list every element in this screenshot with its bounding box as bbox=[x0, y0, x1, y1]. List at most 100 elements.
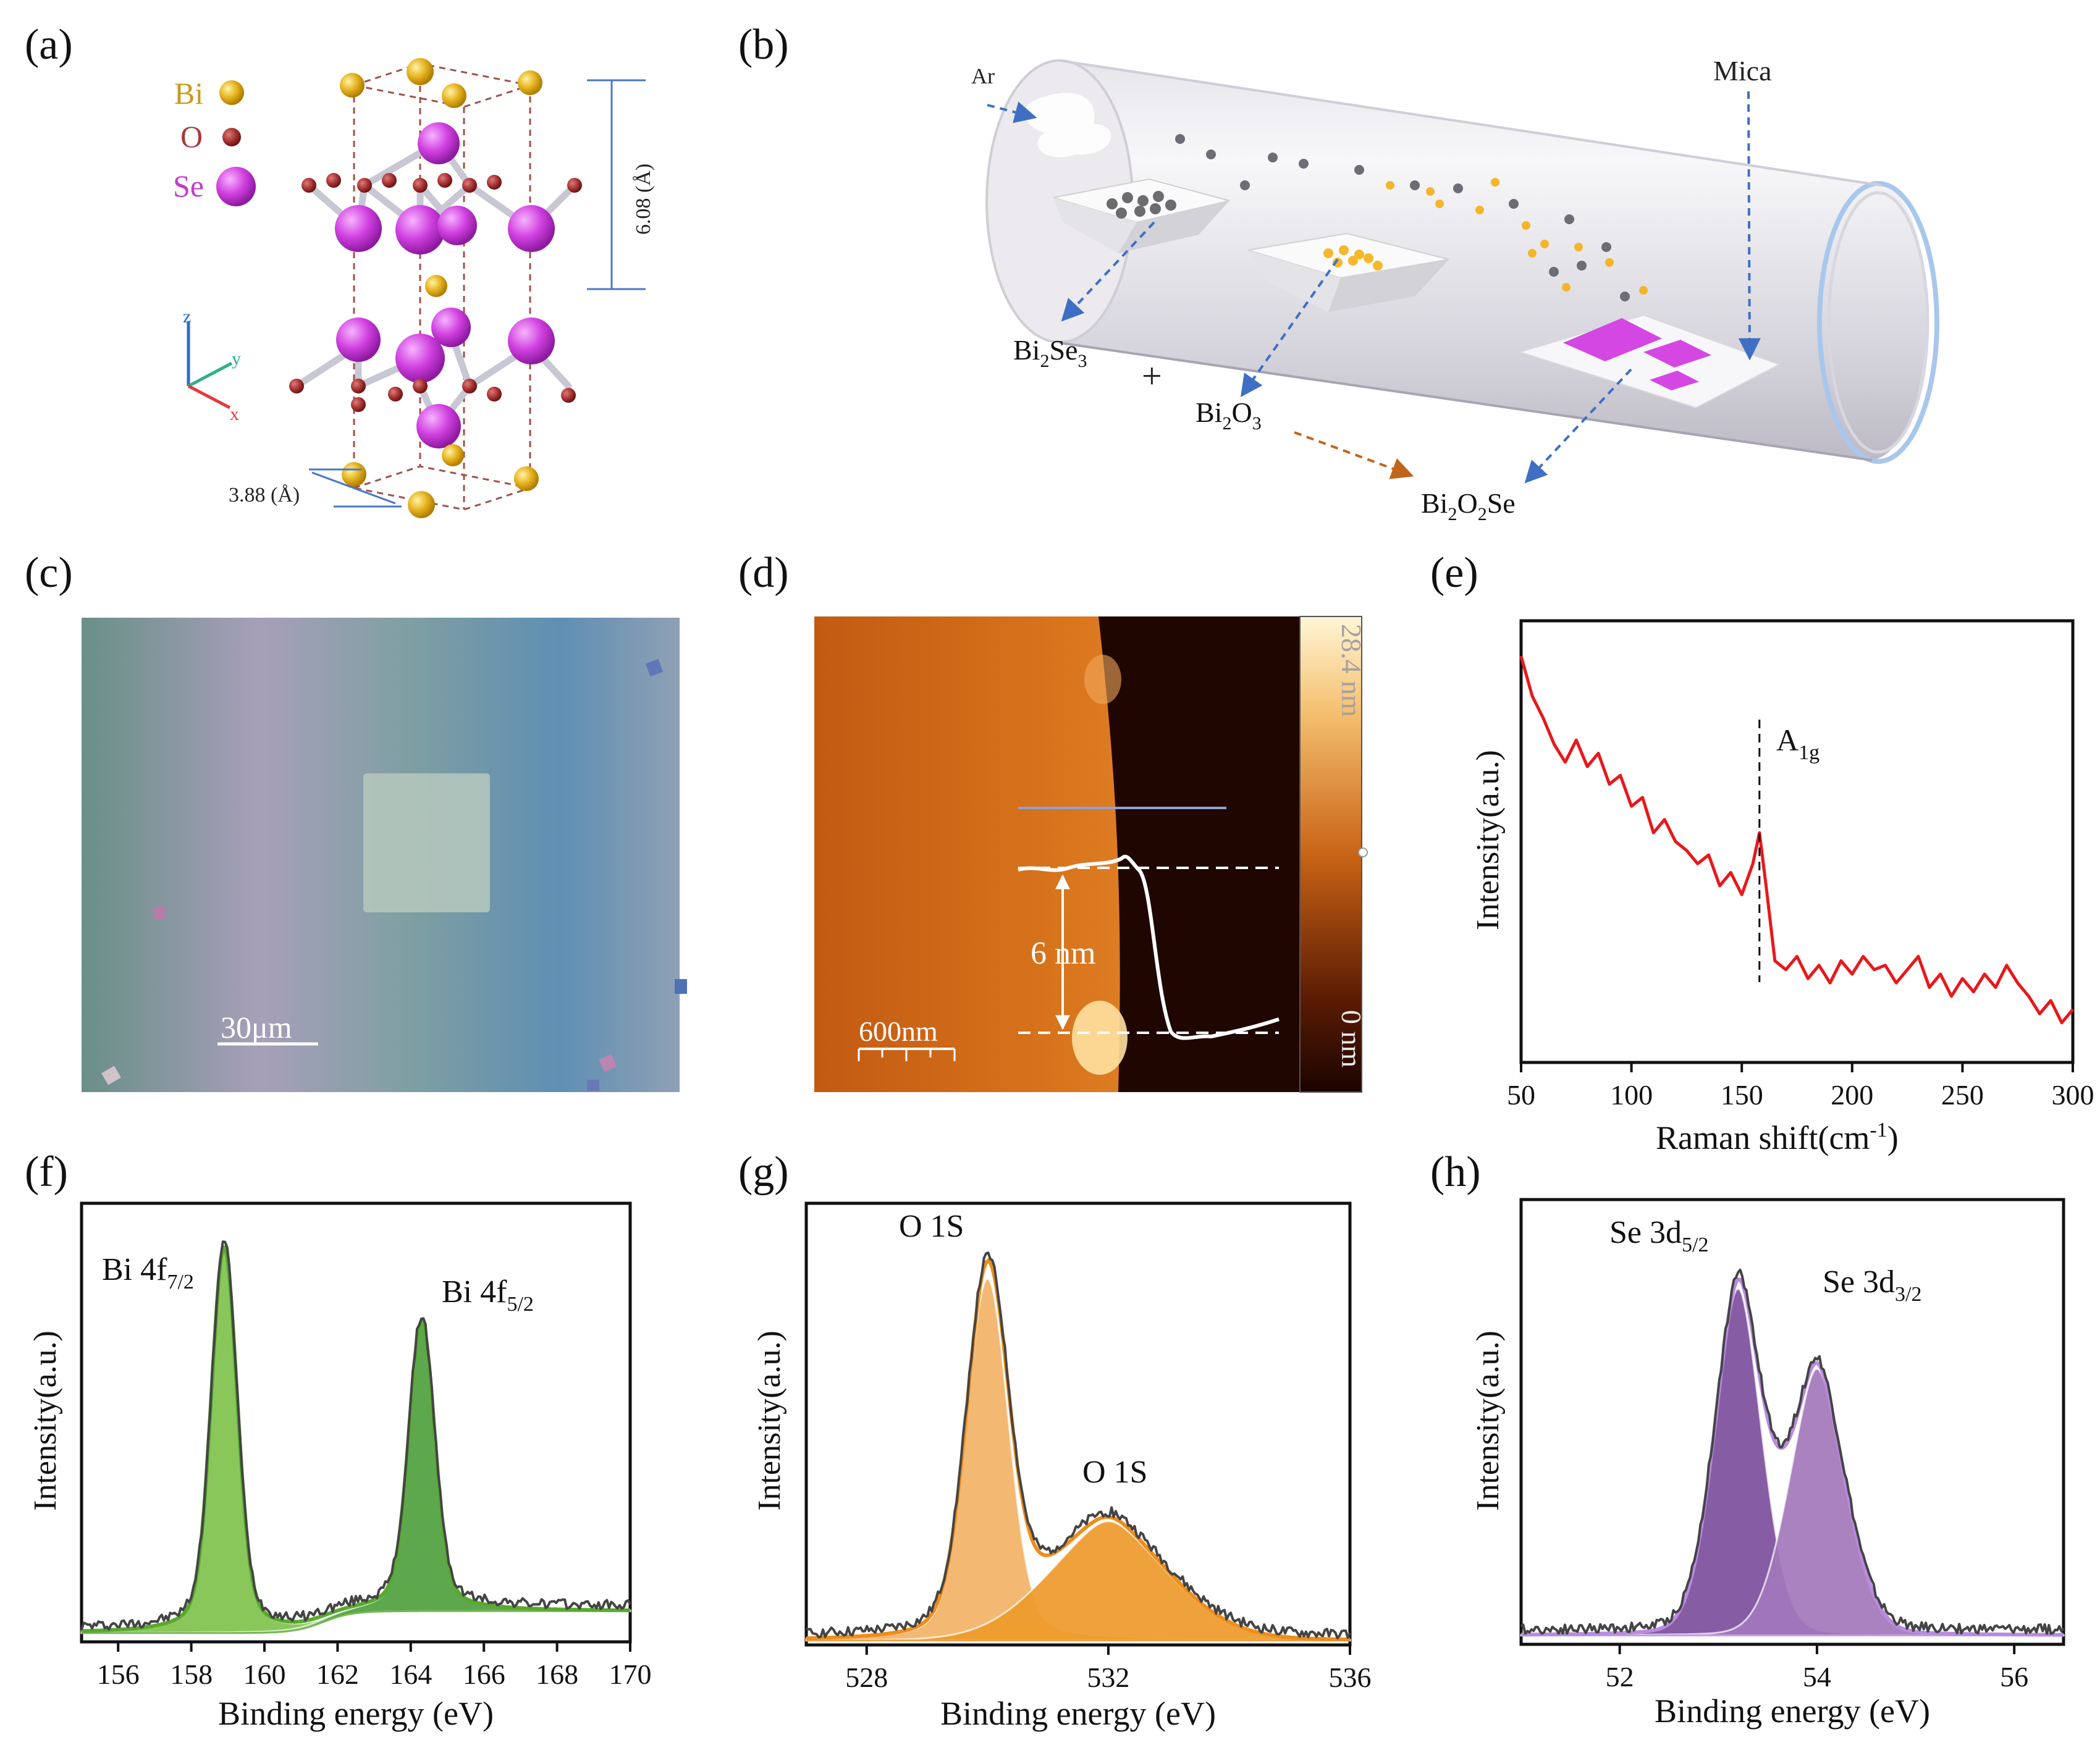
x-tick-label: 200 bbox=[1831, 1079, 1873, 1111]
chart-f-ylabel: Intensity(a.u.) bbox=[28, 1331, 63, 1511]
chart-f-frame bbox=[80, 1201, 632, 1644]
mica-label: Mica bbox=[1713, 55, 1772, 86]
peak-label-a1g: A1g bbox=[1776, 723, 1820, 764]
precursor-bi2se3-label: Bi2Se3 bbox=[1013, 334, 1087, 371]
x-tick-label: 100 bbox=[1610, 1079, 1653, 1111]
bi2o2se-flake-2 bbox=[1643, 340, 1711, 368]
chart-g-xlabel: Binding energy (eV) bbox=[940, 1695, 1216, 1732]
chart-f-xlabel: Binding energy (eV) bbox=[218, 1695, 494, 1732]
fit-peak-2 bbox=[80, 1320, 631, 1634]
x-tick-label: 156 bbox=[97, 1659, 140, 1690]
scale-label-c: 30μm bbox=[221, 1010, 292, 1045]
x-axis-label: x bbox=[230, 404, 239, 424]
fit-envelope bbox=[81, 1244, 630, 1633]
scale-label-d: 600nm bbox=[859, 1015, 938, 1047]
legend-o-sphere bbox=[222, 128, 241, 146]
quartz-tube bbox=[985, 59, 1939, 464]
y-axis-arrow bbox=[187, 361, 233, 388]
x-tick-label: 162 bbox=[316, 1659, 359, 1690]
panel-a-letter: (a) bbox=[25, 21, 73, 69]
crystal-flake bbox=[363, 773, 490, 912]
panel-f: (f) 156 158 160 162 164 166 168 170 Intensity(a… bbox=[25, 1148, 652, 1732]
chart-h-ylabel: Intensity(a.u.) bbox=[1470, 1331, 1506, 1511]
x-tick-label: 50 bbox=[1507, 1079, 1535, 1111]
argon-label: Ar bbox=[971, 64, 995, 88]
z-axis-label: z bbox=[183, 306, 191, 327]
precursor-bi2o3-label: Bi2O3 bbox=[1195, 397, 1262, 434]
x-tick-label: 54 bbox=[1803, 1661, 1831, 1692]
axis-triad: z y x bbox=[183, 306, 241, 424]
peak-label-se3d32: Se 3d3/2 bbox=[1823, 1264, 1921, 1306]
x-tick-label: 168 bbox=[536, 1659, 578, 1690]
peak-label-bi4f72: Bi 4f7/2 bbox=[102, 1252, 194, 1293]
panel-h-letter: (h) bbox=[1430, 1148, 1481, 1196]
dimension-c bbox=[587, 79, 646, 290]
afm-height-profile bbox=[1018, 854, 1280, 1040]
x-tick-label: 532 bbox=[1087, 1662, 1129, 1693]
panel-e-letter: (e) bbox=[1430, 549, 1478, 597]
raw-xps-line bbox=[806, 1251, 1351, 1639]
chart-h-frame bbox=[1519, 1198, 2065, 1646]
chart-g-ylabel: Intensity(a.u.) bbox=[752, 1331, 787, 1511]
afm-substrate-region bbox=[1098, 616, 1301, 1092]
boat-bi2se3 bbox=[1053, 178, 1230, 253]
panel-c-letter: (c) bbox=[25, 549, 73, 597]
panel-b: (b) bbox=[738, 21, 1939, 524]
peak-label-o1s-2: O 1S bbox=[1082, 1455, 1147, 1490]
legend-o-label: O bbox=[180, 119, 203, 154]
panel-b-letter: (b) bbox=[738, 21, 789, 69]
chart-g-plot: 528 532 536 bbox=[805, 1251, 1372, 1693]
fit-envelope bbox=[806, 1258, 1351, 1642]
x-tick-label: 164 bbox=[389, 1659, 432, 1690]
vapor-particles bbox=[1175, 134, 1648, 301]
panel-h: (h) 52 54 56 Intensity(a.u.) Binding energ… bbox=[1430, 1148, 2065, 1730]
afm-colorbar bbox=[1299, 616, 1362, 1093]
chart-h-xlabel: Binding energy (eV) bbox=[1655, 1692, 1930, 1730]
product-bi2o2se-label: Bi2O2Se bbox=[1421, 487, 1516, 524]
panel-g-letter: (g) bbox=[738, 1148, 789, 1196]
panel-g: (g) 528 532 536 Intensity(a.u.) Binding en… bbox=[738, 1148, 1372, 1732]
process-arrows bbox=[987, 91, 1761, 484]
chart-e-plot: 50 100 150 200 250 300 bbox=[1507, 655, 2094, 1111]
chart-e-frame bbox=[1519, 619, 2075, 1064]
argon-cloud bbox=[1024, 93, 1111, 158]
legend-bi-label: Bi bbox=[174, 76, 203, 111]
fit-peak-2 bbox=[805, 1520, 1351, 1642]
x-tick-label: 158 bbox=[170, 1659, 213, 1690]
panel-a: (a) Bi O Se z y x bbox=[25, 21, 655, 518]
x-tick-label: 166 bbox=[463, 1659, 505, 1690]
chart-h-plot: 52 54 56 bbox=[1520, 1268, 2065, 1692]
atoms bbox=[289, 58, 582, 518]
colorbar-min-label: 0 nm bbox=[1336, 1010, 1367, 1068]
legend-se-sphere bbox=[216, 167, 256, 206]
panel-d: (d) 6 nm 600nm 28.4 nm 0 nm bbox=[738, 549, 1368, 1093]
raw-xps-line bbox=[80, 1240, 631, 1631]
raw-xps-line bbox=[1520, 1268, 2065, 1636]
step-height-label: 6 nm bbox=[1031, 936, 1095, 971]
x-tick-label: 52 bbox=[1606, 1661, 1634, 1692]
peak-label-se3d52: Se 3d5/2 bbox=[1609, 1215, 1708, 1256]
peak-label-o1s-1: O 1S bbox=[899, 1209, 964, 1244]
mica-substrate bbox=[1517, 314, 1781, 409]
panel-e: (e) 50 100 150 200 250 300 Intensity(a.u.) Ra… bbox=[1430, 549, 2094, 1156]
tube-outlet bbox=[1817, 181, 1939, 464]
bi2o2se-flake-1 bbox=[1563, 318, 1662, 361]
x-tick-label: 300 bbox=[2052, 1079, 2094, 1111]
chart-e-ylabel: Intensity(a.u.) bbox=[1470, 750, 1506, 930]
chart-f-plot: 156 158 160 162 164 166 168 170 bbox=[80, 1240, 652, 1690]
x-axis-arrow bbox=[187, 384, 231, 410]
x-tick-label: 160 bbox=[243, 1659, 286, 1690]
legend-se-label: Se bbox=[173, 169, 204, 203]
raman-spectrum-line bbox=[1519, 655, 2074, 1025]
dimension-c-label: 6.08 (Å) bbox=[632, 164, 655, 235]
x-tick-label: 250 bbox=[1941, 1079, 1984, 1111]
panel-f-letter: (f) bbox=[25, 1148, 68, 1196]
panel-c: (c) 30μm bbox=[25, 549, 687, 1092]
legend-a: Bi O Se bbox=[173, 76, 256, 206]
colorbar-max-label: 28.4 nm bbox=[1336, 624, 1367, 717]
fit-background bbox=[82, 1610, 630, 1634]
plus-sign: + bbox=[1142, 356, 1162, 396]
bi2o2se-flake-3 bbox=[1650, 371, 1699, 390]
boat-bi2o3 bbox=[1247, 232, 1449, 312]
